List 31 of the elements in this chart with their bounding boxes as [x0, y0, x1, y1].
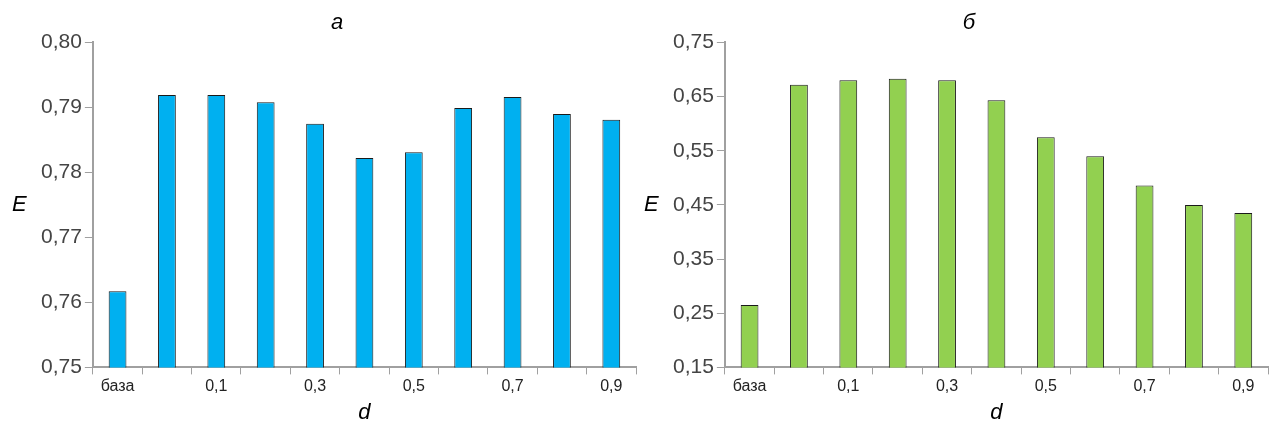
- x-tick-label: база: [732, 377, 767, 395]
- x-tick-label: 0,3: [935, 377, 959, 395]
- y-tick-label: 0,77: [41, 224, 82, 248]
- x-axis-title: d: [358, 398, 372, 424]
- y-tick-label: 0,75: [673, 29, 714, 53]
- x-tick-label: 0,3: [303, 377, 327, 395]
- x-tick-label: 0,7: [501, 377, 524, 395]
- y-tick-label: 0,75: [41, 354, 82, 378]
- y-tick-label: 0,76: [41, 289, 82, 313]
- x-tick-label: база: [100, 377, 135, 395]
- x-axis-title: d: [990, 398, 1004, 424]
- y-tick-label: 0,78: [41, 159, 82, 183]
- x-tick-label: 0,7: [1133, 377, 1156, 395]
- y-tick-label: 0,65: [673, 83, 714, 107]
- y-tick-label: 0,80: [41, 29, 82, 53]
- y-tick-label: 0,35: [673, 245, 714, 269]
- chart-title: а: [330, 9, 344, 35]
- y-tick-label: 0,45: [673, 191, 714, 215]
- y-axis-title: E: [12, 191, 27, 217]
- chart-title: б: [962, 9, 977, 35]
- x-tick-label: 0,1: [837, 377, 860, 395]
- x-tick-label: 0,9: [1232, 377, 1255, 395]
- x-tick-label: 0,1: [205, 377, 228, 395]
- y-tick-label: 0,25: [673, 300, 714, 324]
- y-axis-title: E: [644, 191, 659, 217]
- y-tick-label: 0,55: [673, 137, 714, 161]
- x-tick-label: 0,5: [1034, 377, 1058, 395]
- x-tick-label: 0,5: [402, 377, 426, 395]
- y-tick-label: 0,79: [41, 94, 82, 118]
- y-tick-label: 0,15: [673, 354, 714, 378]
- x-tick-label: 0,9: [600, 377, 623, 395]
